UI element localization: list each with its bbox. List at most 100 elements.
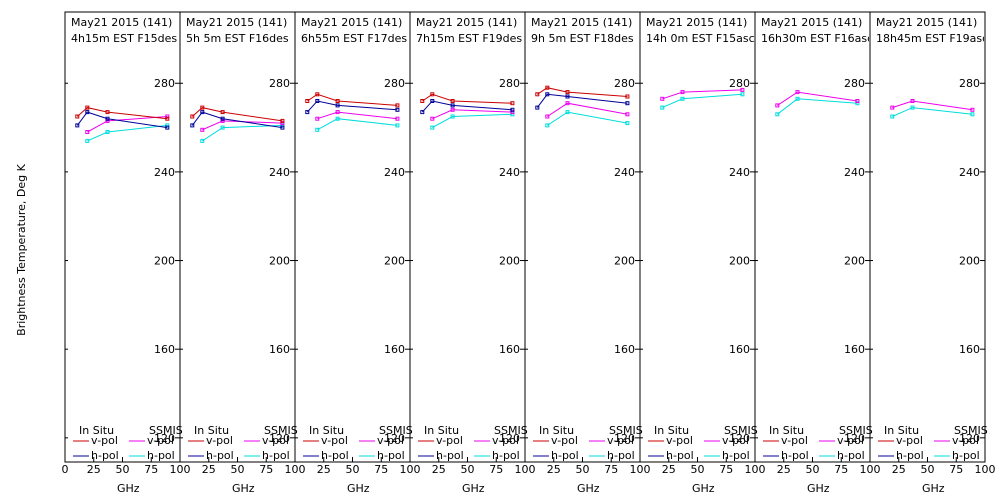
data-point-insitu_h	[280, 125, 285, 130]
legend-insitu-hpol-label: h-pol	[321, 449, 349, 462]
panel-date-label: May21 2015 (141)	[71, 16, 172, 29]
x-tick-label: 75	[834, 463, 848, 476]
x-tick-label: 75	[144, 463, 158, 476]
data-point-insitu_v	[395, 103, 400, 108]
series-line-ssmis_v	[317, 111, 398, 120]
data-point-ssmis_h	[795, 96, 800, 101]
y-tick-label: 280	[269, 77, 290, 90]
data-point-ssmis_h	[545, 123, 550, 128]
series-line-ssmis_v	[892, 100, 973, 111]
y-tick-label: 200	[844, 255, 865, 268]
data-point-insitu_h	[420, 110, 425, 115]
legend-insitu-title: In Situ	[194, 424, 229, 437]
data-point-ssmis_v	[970, 107, 975, 112]
data-point-ssmis_h	[775, 112, 780, 117]
panel-1: May21 2015 (141) 4h15m EST F15des 120 160 20…	[62, 11, 191, 495]
legend-ssmis-hpol-label: h-pol	[377, 449, 405, 462]
legend-insitu-vpol-label: v-pol	[551, 434, 578, 447]
data-point-ssmis_v	[795, 90, 800, 95]
data-point-insitu_v	[420, 99, 425, 103]
panel-date-label: May21 2015 (141)	[531, 16, 632, 29]
series-line-ssmis_v	[777, 91, 858, 106]
x-tick-label: 100	[170, 463, 191, 476]
y-tick-label: 240	[154, 166, 175, 179]
data-point-insitu_h	[190, 123, 195, 128]
data-point-ssmis_v	[660, 96, 665, 101]
data-point-insitu_v	[165, 116, 170, 121]
y-tick-label: 240	[269, 166, 290, 179]
x-axis-label: GHz	[232, 482, 255, 495]
data-point-ssmis_v	[395, 116, 400, 121]
data-point-ssmis_v	[510, 110, 515, 115]
y-tick-label: 240	[384, 166, 405, 179]
data-point-insitu_v	[450, 99, 455, 103]
y-tick-label: 280	[384, 77, 405, 90]
data-point-ssmis_h	[740, 92, 745, 97]
data-point-ssmis_v	[680, 90, 685, 95]
data-point-ssmis_h	[660, 105, 665, 110]
data-point-insitu_h	[535, 105, 540, 110]
x-axis-label: GHz	[692, 482, 715, 495]
y-tick-label: 120	[499, 432, 520, 445]
x-tick-label: 50	[921, 463, 935, 476]
y-tick-label: 160	[154, 343, 175, 356]
panel-7: May21 2015 (141) 16h30m EST F16asc 120 160 2…	[754, 11, 881, 495]
series-line-ssmis_v	[662, 89, 743, 100]
legend-insitu-title: In Situ	[654, 424, 689, 437]
panel-time-label: 18h45m EST F19asc	[876, 32, 988, 45]
data-point-ssmis_h	[85, 138, 90, 143]
y-tick-label: 120	[269, 432, 290, 445]
data-point-insitu_h	[305, 110, 310, 115]
panel-4: May21 2015 (141) 7h15m EST F19des 120 160 20…	[409, 11, 536, 495]
data-point-insitu_h	[220, 116, 225, 121]
data-point-insitu_v	[200, 105, 205, 110]
y-tick-label: 280	[729, 77, 750, 90]
data-point-insitu_v	[220, 110, 225, 115]
y-tick-label: 160	[614, 343, 635, 356]
series-line-ssmis_h	[317, 118, 398, 131]
panel-8: May21 2015 (141) 18h45m EST F19asc 120 160 2…	[869, 11, 996, 495]
x-tick-label: 75	[489, 463, 503, 476]
panel-date-label: May21 2015 (141)	[301, 16, 402, 29]
x-axis-label: GHz	[347, 482, 370, 495]
y-tick-label: 200	[959, 255, 980, 268]
data-point-ssmis_v	[165, 114, 170, 119]
data-point-ssmis_v	[910, 99, 915, 103]
legend-insitu-hpol-label: h-pol	[206, 449, 234, 462]
data-point-ssmis_v	[545, 114, 550, 119]
legend-ssmis-hpol-label: h-pol	[722, 449, 750, 462]
data-point-insitu_h	[510, 107, 515, 112]
y-tick-label: 200	[729, 255, 750, 268]
y-tick-label: 160	[844, 343, 865, 356]
data-point-ssmis_v	[890, 105, 895, 110]
legend-insitu-title: In Situ	[539, 424, 574, 437]
data-point-insitu_v	[315, 92, 320, 97]
panel-header: May21 2015 (141) 7h15m EST F19des	[416, 16, 522, 45]
data-point-ssmis_h	[855, 101, 860, 106]
panel-header: May21 2015 (141) 16h30m EST F16asc	[761, 16, 869, 45]
data-point-ssmis_h	[165, 123, 170, 128]
y-tick-label: 200	[499, 255, 520, 268]
panel-time-label: 4h15m EST F15des	[71, 32, 177, 45]
series-line-insitu_h	[421, 100, 513, 113]
series-line-ssmis_v	[202, 120, 283, 131]
data-point-insitu_h	[450, 103, 455, 108]
data-point-ssmis_v	[200, 127, 205, 132]
series-line-ssmis_h	[662, 93, 743, 109]
legend-insitu-vpol-label: v-pol	[896, 434, 923, 447]
y-tick-label: 240	[729, 166, 750, 179]
data-point-insitu_h	[545, 92, 550, 97]
data-point-insitu_h	[85, 110, 90, 115]
series-line-ssmis_h	[776, 98, 858, 115]
y-tick-label: 240	[499, 166, 520, 179]
data-point-ssmis_h	[280, 123, 285, 128]
data-point-ssmis_v	[625, 112, 630, 117]
y-tick-label: 160	[959, 343, 980, 356]
data-point-insitu_v	[430, 92, 435, 97]
x-tick-label: 75	[374, 463, 388, 476]
y-tick-label: 120	[729, 432, 750, 445]
x-tick-label: 50	[346, 463, 360, 476]
x-tick-label: 100	[630, 463, 651, 476]
series-line-ssmis_h	[87, 124, 168, 142]
x-axis-label: GHz	[462, 482, 485, 495]
